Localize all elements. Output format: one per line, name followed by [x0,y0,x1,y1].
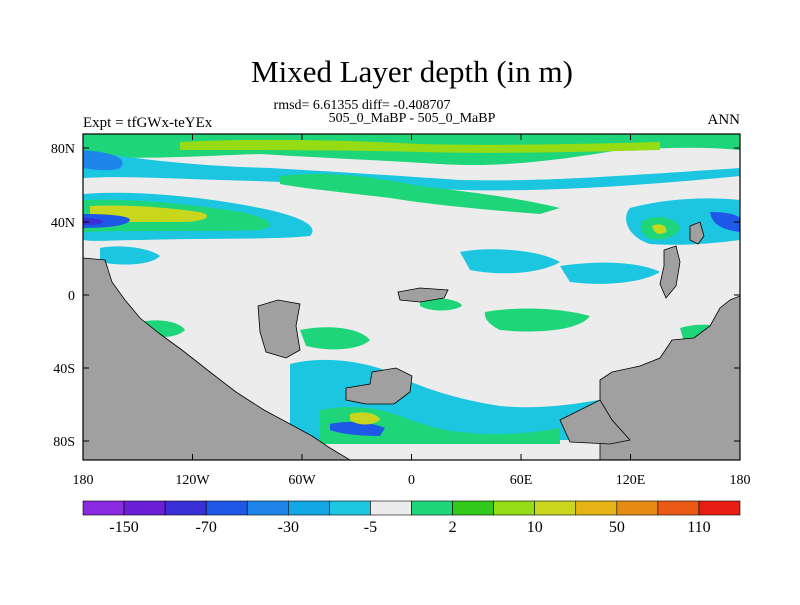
colorbar-label: 110 [687,519,710,536]
colorbar-swatch [82,500,125,516]
arctic-yellow-band [180,139,660,153]
south-pacific-green [300,327,370,350]
colorbar-swatch [411,500,453,516]
tropic-cyan-west [100,246,160,265]
axis-ticks: 180 120W 60W 0 60E 120E 180 80N 40N 0 40S 80S [51,134,751,488]
southern-yellow-patch [350,412,380,425]
arctic-cyan-band [83,150,740,191]
tropic-cyan-east [560,262,660,284]
colorbar: -150 -70 -30 -5 2 10 50 110 [82,500,741,536]
x-tick-label: 180 [73,473,94,488]
west-jet-dark [83,218,104,225]
x-tick-label: 60E [510,473,533,488]
landmass-west [83,257,351,460]
x-tick-label: 120E [616,473,646,488]
colorbar-swatch [452,500,494,516]
chart-title: Mixed Layer depth (in m) [251,54,573,89]
y-tick-label: 40S [53,362,75,377]
colorbar-swatch [370,500,412,516]
colorbar-swatch [493,500,535,516]
colorbar-swatch [123,500,166,516]
arctic-blue-patch [83,150,123,171]
landmass-east [599,295,740,460]
colorbar-label: -30 [278,519,299,536]
colorbar-swatch [534,500,577,516]
colorbar-swatch [164,500,207,516]
east-jet-yellow [652,224,667,234]
y-tick-label: 80S [53,435,75,450]
season-label: ANN [708,112,741,128]
colorbar-swatch [657,500,700,516]
colorbar-swatch [246,500,289,516]
tropic-green-small [420,298,462,311]
colorbar-swatch [575,500,618,516]
y-tick-label: 80N [51,142,75,157]
landmass-northeast-island [659,245,681,299]
landmass-small-island [397,287,449,303]
colorbar-label: 50 [609,519,625,536]
x-tick-label: 0 [408,473,415,488]
colorbar-swatch [329,500,371,516]
colorbar-swatch [288,500,330,516]
runs-subtitle: 505_0_MaBP - 505_0_MaBP [329,111,496,126]
colorbar-swatch [205,500,248,516]
colorbar-label: 10 [527,519,543,536]
colorbar-label: 2 [449,519,457,536]
colorbar-label: -150 [109,519,138,536]
land-masses [83,221,740,460]
colorbar-swatch [698,500,741,516]
x-tick-label: 180 [730,473,751,488]
experiment-label: Expt = tfGWx-teYEx [83,115,213,131]
y-tick-label: 40N [51,216,75,231]
landmass-central-island [257,299,301,359]
southern-blue-band [330,421,385,436]
east-jet-blue [710,212,740,232]
colorbar-swatch [616,500,659,516]
colorbar-label: -70 [196,519,217,536]
map-plot [83,134,740,460]
north-atlantic-green [280,173,560,214]
landmass-northeast-small [689,221,705,245]
tropic-green-east [484,308,590,332]
landmass-east-spur [559,399,631,445]
stats-subtitle: rmsd= 6.61355 diff= -0.408707 [274,98,451,113]
y-tick-label: 0 [68,289,75,304]
x-tick-label: 120W [175,473,210,488]
landmass-south-mid [345,367,413,405]
x-tick-label: 60W [288,473,316,488]
tropic-cyan-mid [460,249,560,274]
colorbar-label: -5 [364,519,377,536]
